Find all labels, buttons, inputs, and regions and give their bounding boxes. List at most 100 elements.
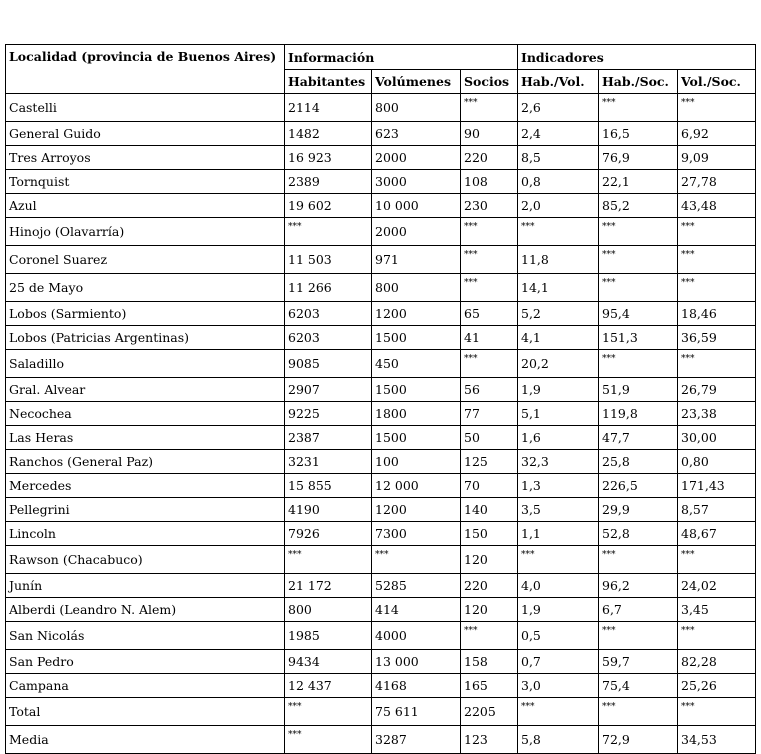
value-cell: 0,5 xyxy=(517,621,599,650)
value-cell: 2,4 xyxy=(517,121,599,146)
locality-cell: Tres Arroyos xyxy=(5,145,285,170)
value-cell: 800 xyxy=(371,273,461,302)
header-locality: Localidad (provincia de Buenos Aires) xyxy=(5,44,285,94)
locality-cell: Saladillo xyxy=(5,349,285,378)
value-cell: *** xyxy=(460,273,518,302)
value-cell: *** xyxy=(677,621,756,650)
value-cell: *** xyxy=(677,545,756,574)
value-cell: 77 xyxy=(460,401,518,426)
value-cell: *** xyxy=(598,545,678,574)
value-cell: *** xyxy=(284,217,372,246)
value-cell: 3287 xyxy=(371,725,461,754)
value-cell: *** xyxy=(460,217,518,246)
value-cell: *** xyxy=(517,545,599,574)
locality-cell: Las Heras xyxy=(5,425,285,450)
value-cell: 1500 xyxy=(371,325,461,350)
value-cell: 1,9 xyxy=(517,377,599,402)
value-cell: 19 602 xyxy=(284,193,372,218)
locality-cell: Castelli xyxy=(5,93,285,122)
value-cell: 5,8 xyxy=(517,725,599,754)
header-group-info: Información xyxy=(284,44,518,70)
value-cell: 2000 xyxy=(371,145,461,170)
value-cell: 158 xyxy=(460,649,518,674)
bibliotecas-table: Localidad (provincia de Buenos Aires) In… xyxy=(5,44,756,754)
value-cell: 1,3 xyxy=(517,473,599,498)
value-cell: 119,8 xyxy=(598,401,678,426)
locality-cell: Media xyxy=(5,725,285,754)
value-cell: 12 437 xyxy=(284,673,372,698)
value-cell: 171,43 xyxy=(677,473,756,498)
value-cell: 1500 xyxy=(371,425,461,450)
value-cell: 226,5 xyxy=(598,473,678,498)
table-row: Azul 19 602 10 000 230 2,0 85,2 43,48 xyxy=(5,193,756,218)
value-cell: *** xyxy=(677,697,756,726)
value-cell: 1,6 xyxy=(517,425,599,450)
value-cell: 3,5 xyxy=(517,497,599,522)
value-cell: 6203 xyxy=(284,301,372,326)
value-cell: 11 266 xyxy=(284,273,372,302)
value-cell: *** xyxy=(598,93,678,122)
value-cell: 151,3 xyxy=(598,325,678,350)
value-cell: *** xyxy=(284,697,372,726)
value-cell: 0,80 xyxy=(677,449,756,474)
value-cell: 623 xyxy=(371,121,461,146)
value-cell: 2000 xyxy=(371,217,461,246)
value-cell: *** xyxy=(460,349,518,378)
locality-cell: San Pedro xyxy=(5,649,285,674)
locality-cell: Pellegrini xyxy=(5,497,285,522)
value-cell: 82,28 xyxy=(677,649,756,674)
value-cell: 414 xyxy=(371,597,461,622)
value-cell: 14,1 xyxy=(517,273,599,302)
value-cell: *** xyxy=(598,217,678,246)
value-cell: *** xyxy=(677,93,756,122)
value-cell: 3000 xyxy=(371,169,461,194)
value-cell: 800 xyxy=(284,597,372,622)
value-cell: 76,9 xyxy=(598,145,678,170)
value-cell: *** xyxy=(460,93,518,122)
locality-cell: Mercedes xyxy=(5,473,285,498)
value-cell: *** xyxy=(284,545,372,574)
value-cell: 0,8 xyxy=(517,169,599,194)
value-cell: 2907 xyxy=(284,377,372,402)
value-cell: 7926 xyxy=(284,521,372,546)
value-cell: 6203 xyxy=(284,325,372,350)
value-cell: *** xyxy=(517,217,599,246)
value-cell: 4,1 xyxy=(517,325,599,350)
value-cell: 12 000 xyxy=(371,473,461,498)
table-row: General Guido 1482 623 90 2,4 16,5 6,92 xyxy=(5,121,756,146)
value-cell: 47,7 xyxy=(598,425,678,450)
value-cell: 123 xyxy=(460,725,518,754)
value-cell: 70 xyxy=(460,473,518,498)
value-cell: 100 xyxy=(371,449,461,474)
value-cell: 2387 xyxy=(284,425,372,450)
value-cell: 3,0 xyxy=(517,673,599,698)
value-cell: 27,78 xyxy=(677,169,756,194)
value-cell: 8,57 xyxy=(677,497,756,522)
header-vol-soc: Vol./Soc. xyxy=(677,69,756,94)
value-cell: 56 xyxy=(460,377,518,402)
table-row: Las Heras 2387 1500 50 1,6 47,7 30,00 xyxy=(5,425,756,450)
table-row: Media *** 3287 123 5,8 72,9 34,53 xyxy=(5,725,756,754)
value-cell: 25,8 xyxy=(598,449,678,474)
value-cell: 220 xyxy=(460,145,518,170)
value-cell: 1500 xyxy=(371,377,461,402)
value-cell: 18,46 xyxy=(677,301,756,326)
value-cell: 24,02 xyxy=(677,573,756,598)
value-cell: 4168 xyxy=(371,673,461,698)
table-row: Tornquist 2389 3000 108 0,8 22,1 27,78 xyxy=(5,169,756,194)
value-cell: 43,48 xyxy=(677,193,756,218)
value-cell: *** xyxy=(284,725,372,754)
table-row: Lincoln 7926 7300 150 1,1 52,8 48,67 xyxy=(5,521,756,546)
value-cell: 29,9 xyxy=(598,497,678,522)
value-cell: 1985 xyxy=(284,621,372,650)
value-cell: 95,4 xyxy=(598,301,678,326)
value-cell: *** xyxy=(598,273,678,302)
value-cell: 52,8 xyxy=(598,521,678,546)
header-volumenes: Volúmenes xyxy=(371,69,461,94)
value-cell: 23,38 xyxy=(677,401,756,426)
value-cell: 11 503 xyxy=(284,245,372,274)
locality-cell: 25 de Mayo xyxy=(5,273,285,302)
value-cell: 3,45 xyxy=(677,597,756,622)
value-cell: 6,92 xyxy=(677,121,756,146)
value-cell: 5,2 xyxy=(517,301,599,326)
